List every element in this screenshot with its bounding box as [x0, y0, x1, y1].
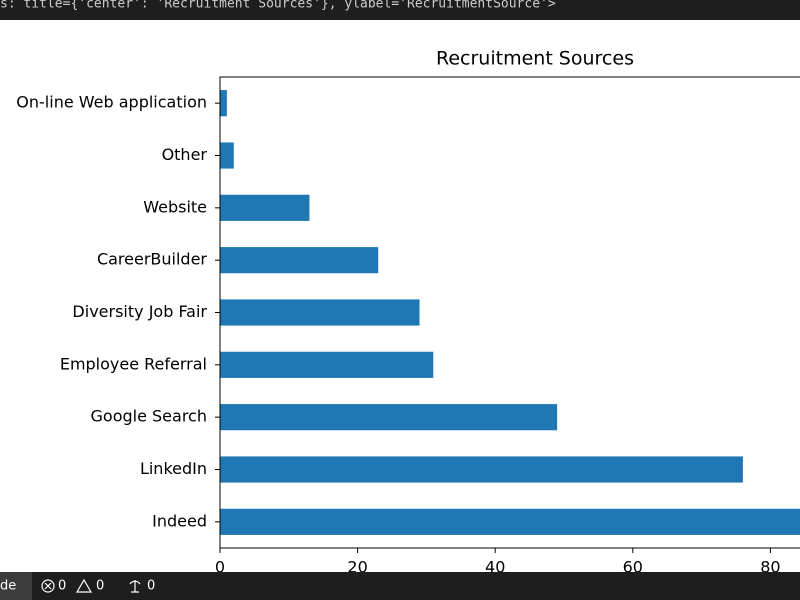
- bar: [220, 456, 743, 483]
- y-tick-label: Google Search: [91, 407, 207, 426]
- y-tick-label: Diversity Job Fair: [72, 302, 207, 321]
- warning-count[interactable]: 0: [96, 579, 104, 594]
- x-tick-label: 60: [623, 558, 643, 577]
- mode-text[interactable]: de: [0, 579, 16, 594]
- warning-icon[interactable]: [75, 578, 93, 593]
- x-tick-label: 40: [485, 558, 505, 577]
- output-bar: [0, 0, 800, 20]
- bar: [220, 351, 434, 378]
- x-tick-label: 80: [760, 558, 780, 577]
- bar: [220, 404, 558, 431]
- y-tick-label: CareerBuilder: [97, 250, 207, 269]
- y-tick-label: LinkedIn: [140, 459, 207, 478]
- bar: [220, 194, 310, 221]
- error-icon-cross: [44, 582, 52, 590]
- status-bar: [0, 572, 800, 600]
- y-tick-label: On-line Web application: [16, 93, 207, 112]
- output-text: s: title={'center': 'Recruitment Sources…: [0, 0, 556, 12]
- error-icon[interactable]: [41, 579, 55, 593]
- y-tick-label: Website: [143, 197, 207, 216]
- bar: [220, 90, 227, 117]
- x-tick-label: 20: [347, 558, 367, 577]
- y-tick-label: Employee Referral: [60, 354, 207, 373]
- error-count[interactable]: 0: [58, 579, 66, 594]
- y-tick-label: Other: [162, 145, 208, 164]
- chart: Recruitment Sources Indeed LinkedIn Google…: [16, 48, 800, 577]
- bar: [220, 142, 234, 169]
- mode-indicator[interactable]: [0, 572, 32, 600]
- y-tick-label: Indeed: [152, 511, 207, 530]
- ports-count[interactable]: 0: [147, 579, 155, 594]
- axes-frame: [219, 76, 800, 549]
- bar: [220, 508, 800, 535]
- chart-title: Recruitment Sources: [436, 48, 634, 70]
- x-tick-label: 0: [215, 558, 225, 577]
- ports-icon[interactable]: [129, 580, 141, 593]
- bar: [220, 247, 379, 274]
- bar: [220, 299, 420, 326]
